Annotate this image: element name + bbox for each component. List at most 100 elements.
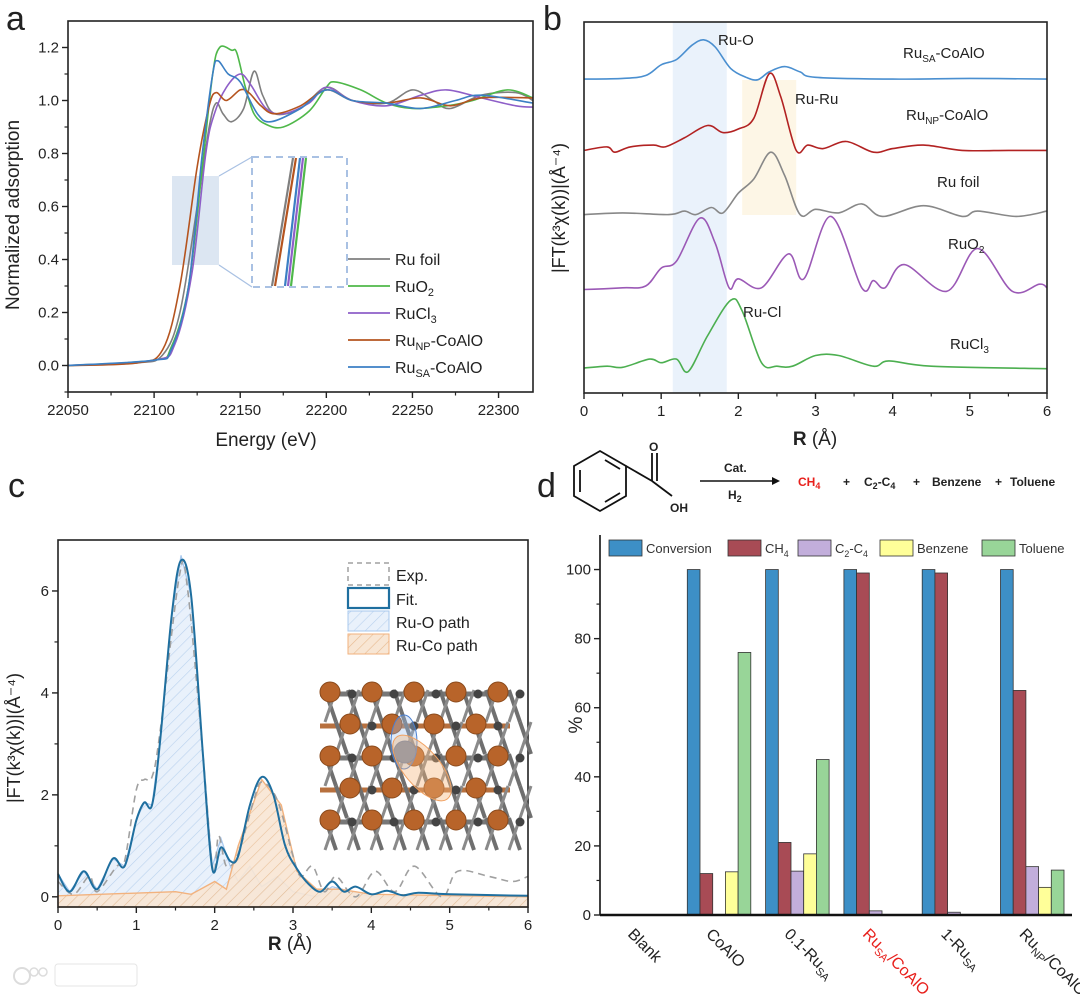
legend-swatch <box>608 539 643 557</box>
legend-swatch <box>981 539 1016 557</box>
crystal-structure-image <box>319 681 533 851</box>
cobalt-atom <box>319 681 341 703</box>
legend-label: Ru-O path <box>396 615 470 632</box>
oxygen-atom <box>473 689 483 699</box>
bar-c2-c4-0-1-rusa <box>790 870 805 916</box>
legend-swatch-exp <box>347 562 390 586</box>
oxygen-atom <box>515 817 525 827</box>
x-tick-label: 0 <box>580 403 588 420</box>
x-tick-label: 5 <box>966 403 974 420</box>
label-ruo2: RuO2 <box>948 236 985 256</box>
x-tick-label: 0 <box>54 917 62 934</box>
x-axis-title: R (Å) <box>268 934 312 955</box>
cobalt-atom <box>319 745 341 767</box>
oxygen-atom <box>515 753 525 763</box>
legend-label: RuNP-CoAlO <box>395 333 483 353</box>
crystal-bond <box>461 753 476 787</box>
panel-letter-a: a <box>6 0 25 38</box>
category-label-runp-coalo: RuNP/CoAlO <box>1014 926 1080 999</box>
crystal-bond <box>415 817 430 851</box>
annotation-ru-cl: Ru-Cl <box>743 304 781 321</box>
reagent-label: H2 <box>728 488 742 504</box>
y-tick-label: 60 <box>574 700 591 717</box>
cobalt-atom <box>487 809 509 831</box>
cobalt-atom <box>339 713 361 735</box>
bar-toluene-0-1-rusa <box>816 759 830 916</box>
panel-c-fitting-chart: 0 1 2 3 4 5 6 0 2 4 6 Exp. Fit. Ru-O path Ru-Co pa… <box>4 539 533 955</box>
bar-ch4-rusa-coalo <box>856 572 870 916</box>
series-line-ruo2 <box>583 215 1048 294</box>
label-rusa-coalo: RuSA-CoAlO <box>903 45 985 65</box>
inset-line-rucl3 <box>286 157 305 287</box>
oxygen-atom <box>493 721 503 731</box>
legend-label: Exp. <box>396 568 428 585</box>
legend-swatch-fit <box>346 586 391 610</box>
panel-a-xanes-chart: 22050 22100 22150 22200 22250 22300 0.0 0.2 0.4 0… <box>3 20 534 451</box>
oxygen-atom <box>473 817 483 827</box>
cobalt-atom <box>339 777 361 799</box>
legend-swatch <box>797 539 832 557</box>
inset-line-ru-foil <box>270 157 295 287</box>
fit-line <box>57 558 529 897</box>
y-tick-label: 1.0 <box>38 93 59 110</box>
label-ru-foil: Ru foil <box>937 174 980 191</box>
bar-conversion-coalo <box>686 569 701 916</box>
x-tick-label: 5 <box>445 917 453 934</box>
x-tick-label: 22100 <box>133 402 175 419</box>
oxygen-atom <box>431 817 441 827</box>
crystal-bond <box>461 817 476 851</box>
bar-c2-c4-runp-coalo <box>1025 866 1040 916</box>
crystal-bond <box>518 721 533 755</box>
bar-toluene-coalo <box>737 652 752 916</box>
x-tick-label: 22050 <box>47 402 89 419</box>
oxygen-atom <box>367 721 377 731</box>
bar-toluene-runp-coalo <box>1050 869 1065 916</box>
category-label-1-rusa: 1-RuSA <box>935 926 984 975</box>
inset-line-runp-coalo <box>273 157 298 287</box>
panel-d-bar-chart: 0 20 40 60 80 100 Conversion CH4 C2-C4 Benzene To… <box>566 535 1080 999</box>
y-tick-label: 1.2 <box>38 40 59 57</box>
y-axis-title: Normalized adsorption <box>3 120 24 310</box>
y-axis-title: |FT(k³χ(k))|(Å⁻⁴) <box>4 673 24 803</box>
y-tick-label: 0.2 <box>38 305 59 322</box>
label-runp-coalo: RuNP-CoAlO <box>906 107 988 127</box>
y-tick-label: 80 <box>574 631 591 648</box>
cobalt-atom <box>403 681 425 703</box>
x-axis-title: R (Å) <box>793 429 837 450</box>
bar-ch4-coalo <box>699 873 714 916</box>
x-tick-label: 4 <box>367 917 375 934</box>
panel-letter-d: d <box>537 467 556 505</box>
y-tick-label: 0.8 <box>38 146 59 163</box>
oxygen-atom <box>451 785 461 795</box>
bar-conversion-runp-coalo <box>1000 569 1014 916</box>
cobalt-atom <box>445 681 467 703</box>
y-tick-label: 0.6 <box>38 199 59 216</box>
catalyst-label: Cat. <box>724 461 747 475</box>
legend-swatch <box>727 539 762 557</box>
product-ch4: CH4 <box>798 475 820 491</box>
series-line-rusa-coalo <box>67 59 534 367</box>
x-tick-label: 22150 <box>219 402 261 419</box>
crystal-bond <box>461 689 476 723</box>
label-rucl3: RuCl3 <box>950 336 989 356</box>
legend-label: CH4 <box>765 541 789 559</box>
oxygen-atom <box>431 689 441 699</box>
panel-letter-b: b <box>543 0 562 38</box>
legend-label: C2-C4 <box>835 541 868 559</box>
crystal-bond <box>346 817 361 851</box>
legend-label: Toluene <box>1019 541 1065 556</box>
x-axis-title: Energy (eV) <box>215 430 316 451</box>
legend: Ru foil RuO2 RuCl3 RuNP-CoAlO RuSA-CoAlO <box>348 252 483 380</box>
series-line-runp-coalo <box>583 72 1047 154</box>
cobalt-atom <box>423 713 445 735</box>
crystal-bond <box>415 689 430 723</box>
x-tick-label: 3 <box>289 917 297 934</box>
cobalt-atom <box>465 713 487 735</box>
bar-conversion-0-1-rusa <box>765 569 779 916</box>
cobalt-atom <box>487 745 509 767</box>
bar-ch4-0-1-rusa <box>777 842 792 916</box>
zoom-connector <box>218 156 253 177</box>
hydroxyl-label: OH <box>670 501 688 515</box>
oxygen-atom <box>389 689 399 699</box>
cobalt-atom <box>319 809 341 831</box>
